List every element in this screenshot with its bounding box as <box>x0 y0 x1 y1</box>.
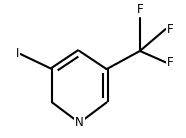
Text: F: F <box>167 56 174 69</box>
Text: F: F <box>167 22 174 35</box>
Text: F: F <box>137 3 143 16</box>
Text: N: N <box>75 116 84 129</box>
Text: I: I <box>15 47 19 60</box>
